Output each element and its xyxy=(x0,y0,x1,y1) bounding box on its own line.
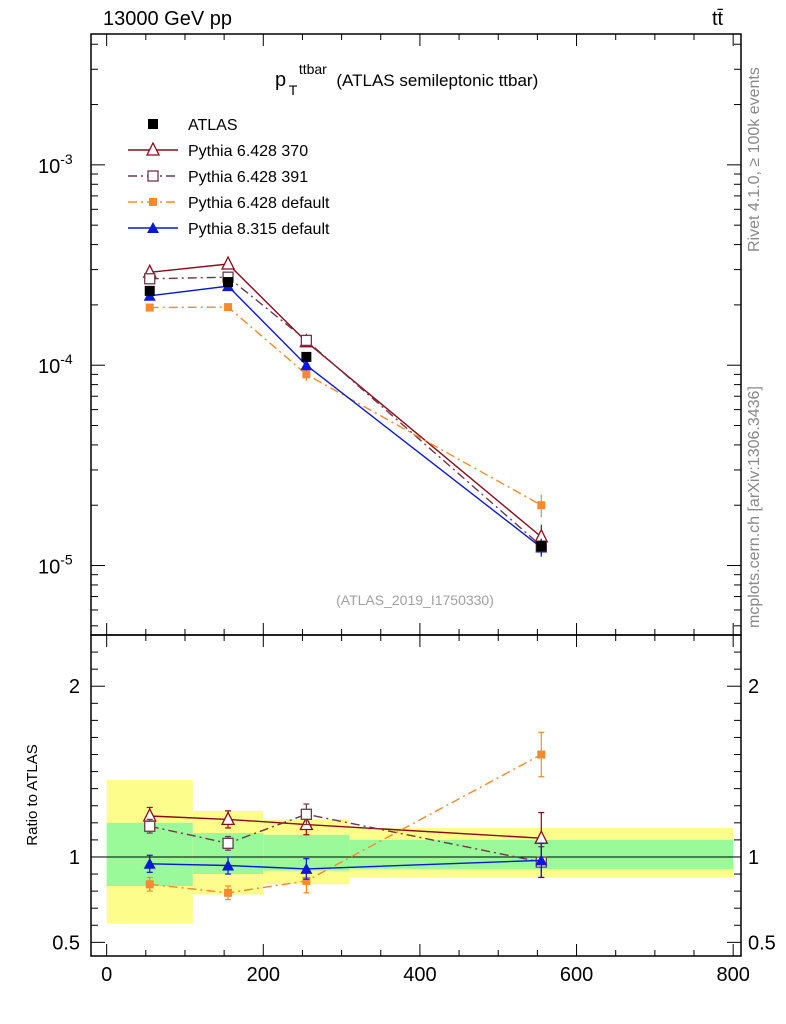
analysis-id: (ATLAS_2019_I1750330) xyxy=(336,592,494,608)
series-line xyxy=(149,306,542,506)
legend-label: Pythia 6.428 370 xyxy=(188,143,308,160)
series-point xyxy=(300,334,313,347)
series-point xyxy=(220,255,236,270)
ratio-line xyxy=(149,753,542,894)
series-line xyxy=(149,263,542,538)
ratio-point xyxy=(222,859,235,871)
mcplots-label: mcplots.cern.ch [arXiv:1306.3436] xyxy=(746,386,763,628)
series-line xyxy=(149,276,542,547)
ratio-point xyxy=(145,880,154,889)
legend-marker xyxy=(147,222,159,233)
atlas-data-point xyxy=(536,541,547,552)
ratio-point xyxy=(535,854,548,866)
legend-marker xyxy=(147,170,159,182)
upper-series xyxy=(142,255,549,557)
atlas-data-point xyxy=(144,285,155,296)
atlas-data-point xyxy=(223,277,234,288)
axis-ticks xyxy=(91,34,741,956)
series-point xyxy=(144,273,156,285)
legend-label: Pythia 6.428 default xyxy=(188,195,330,212)
legend-marker xyxy=(149,198,157,206)
series-point xyxy=(300,359,313,371)
ratio-ylabel: Ratio to ATLAS xyxy=(24,744,41,845)
legend: ATLAS Pythia 6.428 370 Pythia 6.428 391 Pyt… xyxy=(128,117,330,238)
y-tick-label: 10-4 xyxy=(38,351,73,378)
ratio-tick-label: 1 xyxy=(69,847,80,869)
plot-title: p T ttbar (ATLAS semileptonic ttbar) xyxy=(275,57,538,100)
series-point xyxy=(302,370,311,379)
ratio-line xyxy=(149,859,542,870)
legend-label: Pythia 8.315 default xyxy=(188,221,330,238)
process-label: tt̄ xyxy=(712,8,724,30)
ratio-point xyxy=(300,808,313,820)
x-tick-label: 800 xyxy=(716,964,749,986)
ratio-line xyxy=(149,815,542,839)
ratio-series xyxy=(142,731,549,901)
legend-label: ATLAS xyxy=(188,117,238,134)
ratio-tick-label: 0.5 xyxy=(52,932,80,954)
ratio-point xyxy=(143,857,156,869)
series-point xyxy=(537,501,546,510)
series-line xyxy=(149,285,542,549)
ratio-line xyxy=(149,813,542,863)
title-sub: T xyxy=(289,82,298,98)
ratio-tick-label: 2 xyxy=(748,676,759,698)
ratio-panel-frame xyxy=(90,634,742,957)
series-point xyxy=(224,303,233,312)
ratio-tick-label: 0.5 xyxy=(748,932,776,954)
ratio-point xyxy=(302,876,311,885)
series-point xyxy=(145,303,154,312)
ratio-point xyxy=(300,862,313,874)
axis-tick-labels: 0 200 400 600 800 10-3 10-4 10-5 0.5 0.5 1 1 2 2 xyxy=(38,151,776,986)
x-tick-label: 0 xyxy=(101,964,112,986)
legend-marker xyxy=(145,141,161,156)
ratio-panel-bands xyxy=(106,780,734,924)
y-tick-label: 10-3 xyxy=(38,151,73,178)
rivet-label: Rivet 4.1.0, ≥ 100k events xyxy=(746,67,763,252)
legend-label: Pythia 6.428 391 xyxy=(188,169,308,186)
y-tick-label: 10-5 xyxy=(38,552,73,579)
ratio-point xyxy=(224,888,233,897)
ratio-point xyxy=(220,810,236,826)
ratio-point xyxy=(222,837,234,849)
ratio-point xyxy=(537,750,546,759)
legend-marker xyxy=(148,119,158,129)
x-tick-label: 600 xyxy=(560,964,593,986)
title-sup: ttbar xyxy=(299,61,327,77)
title-rest: (ATLAS semileptonic ttbar) xyxy=(336,71,538,90)
x-tick-label: 200 xyxy=(247,964,280,986)
ratio-tick-label: 1 xyxy=(748,847,759,869)
title-main: p xyxy=(275,69,286,91)
ratio-point xyxy=(144,820,156,832)
x-tick-label: 400 xyxy=(403,964,436,986)
energy-label: 13000 GeV pp xyxy=(103,8,232,30)
ratio-tick-label: 2 xyxy=(69,676,80,698)
atlas-data-point xyxy=(301,351,312,362)
